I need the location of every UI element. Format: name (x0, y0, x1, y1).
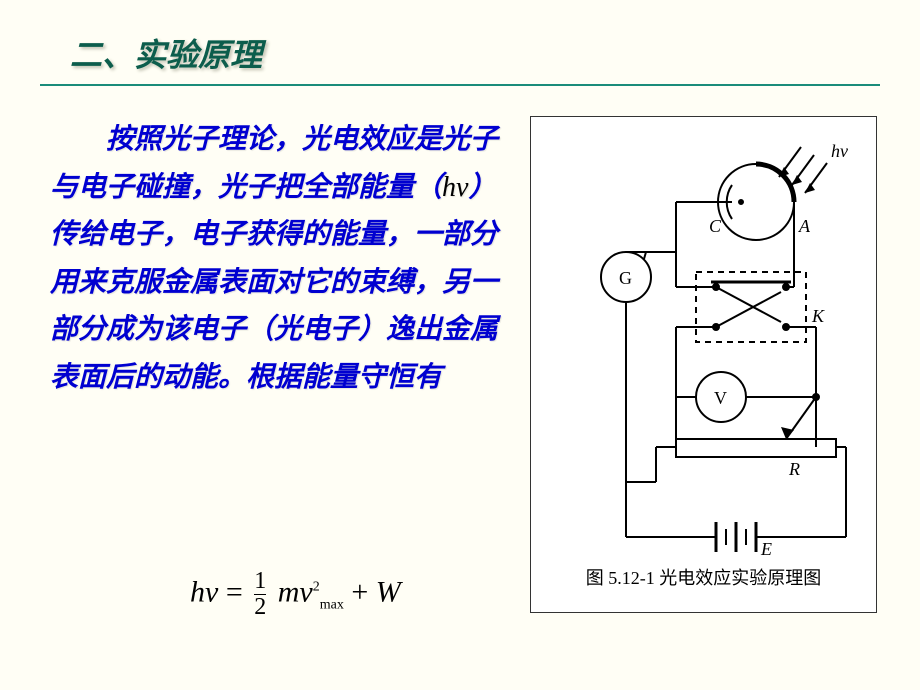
label-V: V (714, 388, 727, 408)
formula-m: m (278, 575, 300, 608)
figure-caption: 图 5.12-1 光电效应实验原理图 (531, 564, 876, 590)
circuit-diagram: hν C A G K V R E (556, 137, 856, 557)
para-hv: hν (442, 172, 468, 203)
label-K: K (811, 306, 825, 326)
label-A: A (798, 216, 811, 236)
formula-eq: = (226, 575, 243, 608)
formula-frac: 1 2 (254, 569, 266, 620)
principle-paragraph: 按照光子理论，光电效应是光子与电子碰撞，光子把全部能量（hν）传给电子，电子获得… (50, 116, 510, 613)
figure-box: hν C A G K V R E 图 5.12-1 光电效应实验原理图 (530, 116, 877, 613)
energy-formula: hν = 1 2 mv2max + W (190, 569, 401, 620)
frac-num: 1 (254, 569, 266, 594)
formula-sup: 2 (313, 579, 320, 594)
label-R: R (788, 459, 800, 479)
content-row: 按照光子理论，光电效应是光子与电子碰撞，光子把全部能量（hν）传给电子，电子获得… (0, 86, 920, 613)
para-pre: 按照光子理论，光电效应是光子与电子碰撞，光子把全部能量（ (50, 124, 498, 203)
label-hv: hν (831, 141, 848, 161)
formula-v: v (299, 575, 312, 608)
formula-h: h (190, 575, 205, 608)
formula-sub: max (320, 597, 344, 612)
frac-den: 2 (254, 594, 266, 620)
formula-plus: + (351, 575, 368, 608)
formula-nu: ν (205, 575, 218, 608)
para-post: ）传给电子，电子获得的能量，一部分用来克服金属表面对它的束缚，另一部分成为该电子… (50, 172, 498, 393)
formula-W: W (376, 575, 401, 608)
label-G: G (619, 268, 632, 288)
label-C: C (709, 216, 722, 236)
label-E: E (760, 539, 772, 557)
section-heading: 二、实验原理 (0, 0, 920, 76)
